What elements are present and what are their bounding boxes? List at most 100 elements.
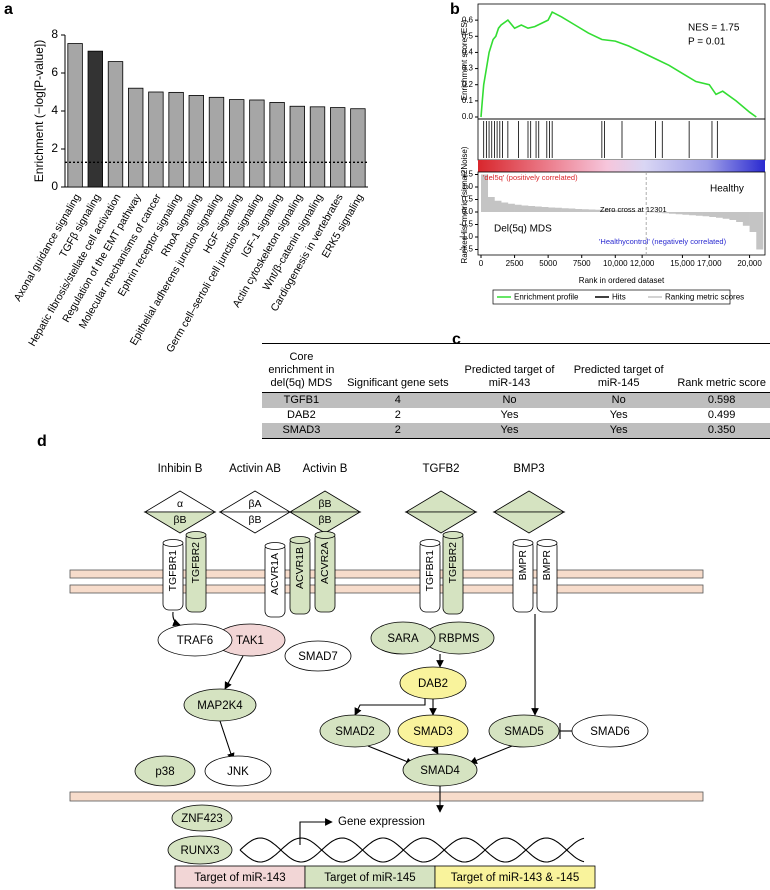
metric-bar (494, 200, 502, 212)
receptor-top (185, 531, 207, 539)
protein-node (319, 714, 391, 748)
metric-bar (548, 207, 556, 212)
metric-bar (749, 212, 757, 232)
protein-node (399, 666, 467, 700)
metric-bar (481, 174, 489, 212)
annotation: Del(5q) MDS (494, 224, 552, 235)
receptor-top (512, 539, 534, 547)
annotation: 'del5q' (positively correlated) (483, 173, 578, 182)
legend-box (492, 289, 731, 305)
bar (188, 95, 204, 188)
y2-tick-label: 0.5 (462, 195, 474, 204)
protein-node (397, 714, 469, 748)
x-tick-label: 10,000 (603, 259, 628, 268)
legend-label: Hits (612, 293, 626, 302)
arrow (224, 655, 244, 690)
dna-strand (239, 837, 585, 863)
metric-panel (477, 171, 766, 256)
bar (249, 99, 265, 188)
x-tick-label: 2500 (506, 259, 524, 268)
table-header: Core enrichment in del(5q) MDS Significan… (262, 343, 770, 393)
metric-bar (601, 210, 609, 212)
y2-tick-label: -1.0 (459, 232, 473, 241)
column-header: Predicted target of miR-143 (454, 343, 565, 393)
table-cell: SMAD3 (262, 423, 341, 439)
legend-box (434, 865, 596, 889)
bar (289, 105, 305, 188)
x-tick-label: 15,000 (670, 259, 695, 268)
table-row: SMAD3 2 Yes Yes 0.350 (262, 423, 770, 439)
ligand-label: TGFB2 (422, 463, 459, 475)
y-axis-label: Enrichment score (ES) (460, 19, 469, 100)
y2-tick-label: -1.5 (459, 245, 473, 254)
receptor-label: TGFBR1 (424, 550, 436, 592)
protein-node (488, 714, 560, 748)
receptor-top (536, 539, 558, 547)
legend-label: Enrichment profile (514, 293, 579, 302)
y-tick-label: 0.3 (462, 64, 474, 73)
ligand-label: Activin B (303, 463, 348, 475)
y-tick-label: 0.4 (462, 48, 474, 57)
protein-node (157, 623, 233, 657)
metric-bar (561, 208, 569, 212)
ligand-bottom (492, 511, 566, 534)
y2-tick-label: 0.0 (462, 207, 474, 216)
protein-label: JNK (227, 766, 249, 778)
bar (148, 91, 164, 188)
metric-bar (722, 212, 730, 219)
metric-bar (514, 204, 522, 212)
ligand-bottom (218, 511, 292, 534)
metric-bar (695, 212, 703, 216)
hits-panel (477, 118, 766, 161)
protein-label: RUNX3 (181, 845, 220, 857)
receptor-label: BMPR (517, 550, 529, 581)
y-tick-label: 0.1 (462, 96, 474, 105)
metric-bar (716, 212, 724, 218)
arrow (219, 720, 235, 761)
legend-label: Ranking metric scores (665, 293, 744, 302)
protein-label: DAB2 (418, 678, 448, 690)
protein-label: RBPMS (439, 633, 480, 645)
table-cell: 0.350 (673, 423, 770, 439)
table-cell: Yes (564, 423, 674, 439)
ligand-label: Activin AB (229, 463, 281, 475)
gene-expression-label: Gene expression (338, 816, 425, 828)
arrow (469, 745, 513, 764)
ligand-bottom (404, 511, 478, 534)
ligand-bottom (288, 511, 362, 534)
metric-bar (588, 209, 596, 212)
metric-bar (682, 212, 690, 215)
x-tick-label: 5000 (539, 259, 557, 268)
metric-bar (534, 206, 542, 212)
y2-axis-label: Ranked list metric (signal2Noise) (460, 146, 469, 263)
y-tick-label: 2 (51, 141, 58, 155)
metric-bar (635, 211, 643, 212)
rank-colorbar (478, 160, 765, 172)
table-cell: 2 (394, 409, 401, 421)
protein-node (370, 621, 436, 655)
receptor-top (442, 531, 464, 539)
ligand-label: Inhibin B (158, 463, 203, 475)
protein-label: MAP2K4 (197, 700, 243, 712)
subunit-label: βB (173, 514, 186, 526)
metric-bar (675, 212, 683, 215)
protein-node (284, 640, 352, 672)
bar (350, 108, 366, 188)
x-tick-label: 17,000 (697, 259, 722, 268)
y-tick-label: 4 (51, 103, 58, 117)
column-header: Significant gene sets (340, 343, 455, 393)
panel-label: c (452, 331, 461, 348)
protein-node (167, 835, 233, 865)
metric-bar (736, 212, 744, 222)
protein-node (204, 755, 272, 787)
receptor-label: ACVR2A (319, 542, 331, 584)
bar (168, 91, 184, 188)
metric-bar (702, 212, 710, 217)
es-panel (477, 3, 766, 120)
bar (107, 61, 124, 188)
receptor-label: ACVR1A (269, 553, 281, 595)
x-tick-label: 12,000 (630, 259, 655, 268)
table-cell: 4 (340, 392, 455, 408)
receptor-top (419, 539, 441, 547)
